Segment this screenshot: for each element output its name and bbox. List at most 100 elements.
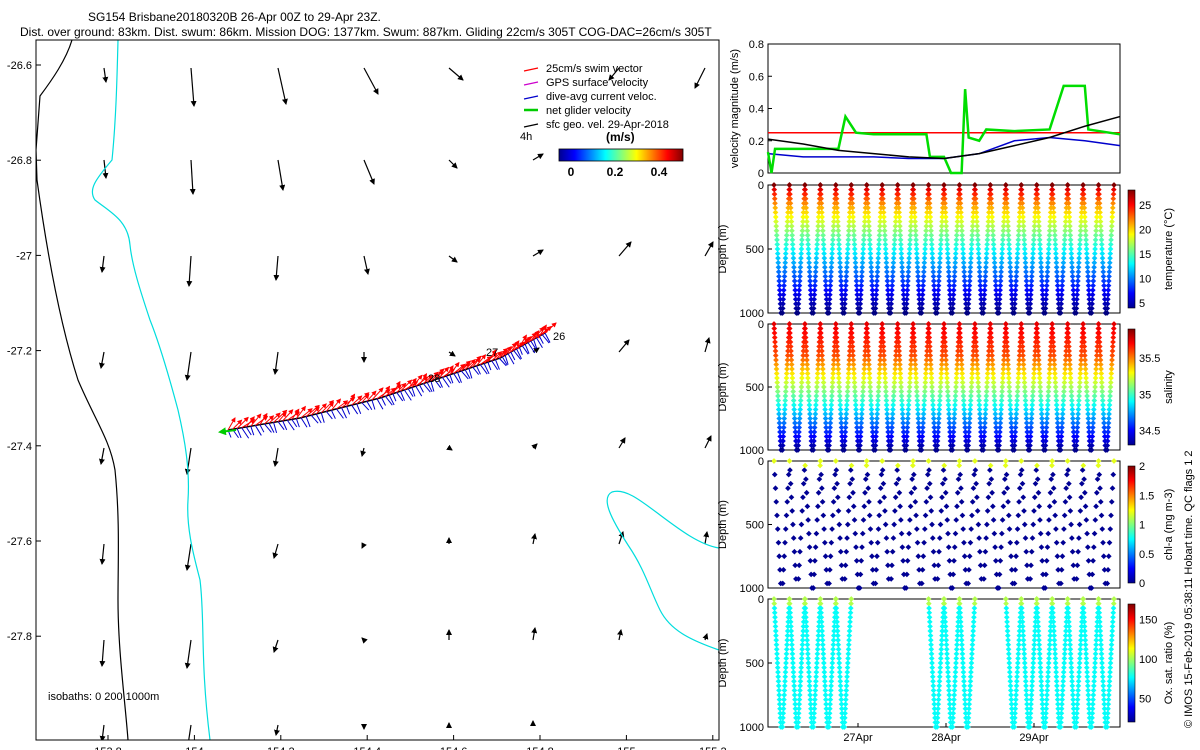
profile-point (851, 232, 857, 239)
geostrophic-arrow (185, 724, 192, 740)
profile-point (965, 305, 972, 312)
profile-point (889, 273, 896, 280)
current-vector (330, 409, 336, 419)
profile-point (831, 209, 838, 216)
swim-vector (250, 413, 262, 427)
profile-point (1027, 305, 1033, 312)
profile-colorbar-label: salinity (1163, 370, 1175, 404)
profile-point (977, 282, 984, 289)
profile-point (1049, 182, 1056, 188)
profile-point (952, 259, 959, 266)
profile-point (1037, 255, 1044, 261)
profile-point (1026, 310, 1033, 316)
profile-point (914, 264, 921, 271)
current-vector (411, 387, 416, 397)
profile-point (843, 273, 850, 280)
profile-point (1088, 310, 1095, 316)
profile-point (845, 227, 852, 234)
swim-vector (504, 342, 517, 356)
profile-point (989, 214, 995, 220)
profile-point (1082, 214, 1088, 220)
profile-point (1073, 305, 1080, 312)
profile-point (993, 296, 1000, 303)
profile-colorbar (1127, 328, 1136, 446)
profile-points (771, 182, 1117, 316)
profile-point (774, 250, 781, 257)
profile-point (935, 282, 942, 289)
profile-point (1045, 259, 1051, 266)
profile-colorbar-tick: 150 (1139, 615, 1157, 627)
profile-point (991, 246, 997, 252)
profile-point (777, 429, 783, 435)
profile-point (882, 237, 888, 243)
profile-point (990, 237, 997, 243)
profile-point (808, 296, 814, 303)
profile-point (869, 291, 876, 298)
profile-point (874, 264, 881, 271)
profile-point (1055, 296, 1062, 303)
profile-point (955, 209, 961, 216)
current-vector (426, 382, 433, 393)
profile-point (996, 296, 1003, 303)
map-colorbar-tick: 0 (568, 165, 575, 179)
profile-point (931, 282, 937, 289)
profile-point (1038, 264, 1045, 271)
profile-point (806, 269, 813, 275)
profile-point (843, 264, 850, 271)
profile-point (1099, 255, 1106, 261)
current-vector (487, 361, 492, 371)
profile-point (888, 301, 895, 307)
swim-vector (259, 412, 268, 425)
profile-point (984, 237, 991, 243)
profile-point (1061, 246, 1067, 252)
profile-point (826, 296, 833, 303)
profile-ytick-label: 1000 (740, 722, 764, 734)
profile-point (922, 232, 929, 239)
current-vector (295, 418, 300, 428)
profile-point (808, 291, 814, 298)
profile-point (815, 223, 821, 229)
profile-ylabel: Depth (m) (717, 639, 729, 688)
profile-point (773, 370, 780, 377)
profile-point (846, 214, 853, 220)
profile-point (788, 223, 795, 229)
swim-vector (501, 345, 512, 358)
current-vector (300, 417, 308, 428)
profile-point (775, 406, 782, 413)
profile-point (849, 200, 856, 207)
current-vector (273, 422, 278, 434)
geostrophic-arrow (448, 67, 464, 81)
profile-point (879, 182, 886, 188)
profile-point (828, 273, 834, 280)
profile-point (1038, 269, 1045, 275)
profile-point (1059, 273, 1066, 280)
profile-point (1058, 305, 1064, 312)
profile-xtick-label: 28Apr (931, 732, 961, 744)
profile-point (1015, 237, 1022, 243)
swim-vector (400, 379, 413, 392)
profile-point (1042, 310, 1049, 316)
profile-point (1096, 195, 1103, 202)
profile-point (974, 218, 980, 225)
profile-point (814, 246, 820, 252)
profile-point (1091, 250, 1098, 257)
profile-point (974, 232, 981, 239)
profile-point (998, 273, 1004, 280)
profile-point (997, 278, 1004, 284)
profile-point (854, 287, 860, 293)
profile-point (1090, 282, 1096, 289)
profile-point (981, 296, 987, 303)
profile-point (866, 223, 872, 229)
profile-point (938, 232, 945, 239)
velocity-ytick-label: 0.8 (749, 39, 764, 51)
geostrophic-arrow (274, 724, 280, 736)
profile-point (915, 282, 922, 289)
geostrophic-arrow (448, 159, 458, 169)
profile-point (787, 205, 794, 211)
profile-point (1052, 246, 1059, 252)
profile-point (1007, 269, 1014, 275)
profile-point (929, 250, 936, 257)
profile-point (813, 259, 819, 266)
profile-point (1075, 269, 1082, 275)
profile-point (822, 264, 828, 271)
